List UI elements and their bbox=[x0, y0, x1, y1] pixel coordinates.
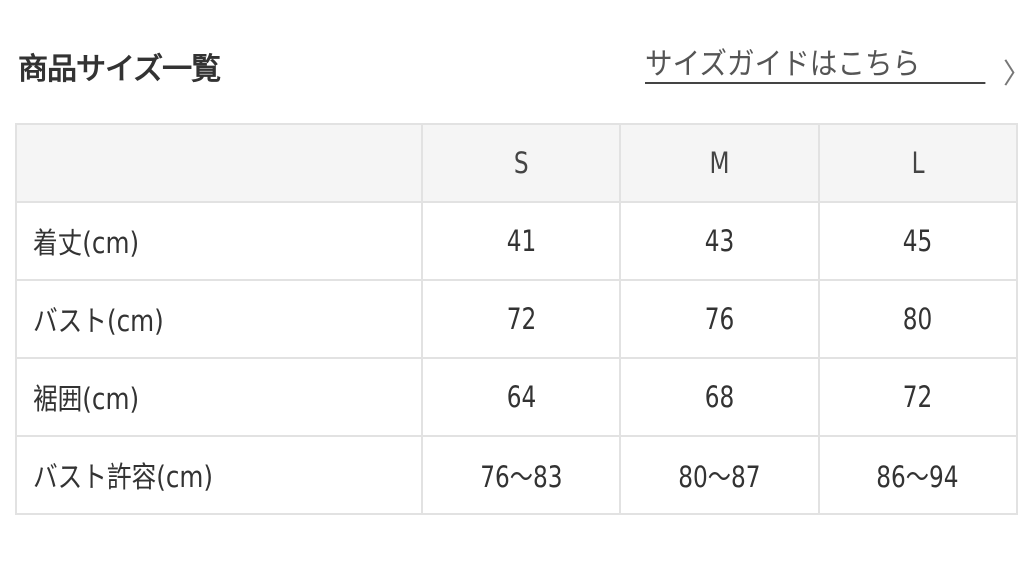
size-guide-label: サイズガイドはこちら bbox=[645, 48, 986, 84]
cell-m: 43 bbox=[619, 201, 820, 281]
header-cell-m: M bbox=[619, 123, 820, 203]
cell-m: 80〜87 bbox=[619, 435, 820, 515]
row-label: 裾囲(cm) bbox=[14, 357, 424, 437]
page-title: 商品サイズ一覧 bbox=[18, 52, 221, 87]
header-cell-s: S bbox=[421, 123, 622, 203]
cell-m: 76 bbox=[619, 279, 820, 359]
cell-l: 86〜94 bbox=[817, 435, 1019, 515]
row-label: 着丈(cm) bbox=[14, 201, 424, 281]
chevron-right-icon: 〉 bbox=[1003, 57, 1031, 90]
cell-l: 45 bbox=[817, 201, 1019, 281]
cell-s: 76〜83 bbox=[421, 435, 622, 515]
table-row: バスト(cm) 72 76 80 bbox=[14, 279, 1019, 359]
cell-s: 41 bbox=[421, 201, 622, 281]
cell-s: 72 bbox=[421, 279, 622, 359]
cell-s: 64 bbox=[421, 357, 622, 437]
header-cell-empty bbox=[14, 123, 424, 203]
cell-l: 72 bbox=[817, 357, 1019, 437]
table-header-row: S M L bbox=[14, 123, 1019, 203]
cell-l: 80 bbox=[817, 279, 1019, 359]
cell-m: 68 bbox=[619, 357, 820, 437]
table-row: バスト許容(cm) 76〜83 80〜87 86〜94 bbox=[14, 435, 1019, 515]
size-table: S M L 着丈(cm) 41 43 45 バスト(cm) 72 76 80 裾… bbox=[14, 123, 1019, 515]
size-guide-link[interactable]: サイズガイドはこちら 〉 bbox=[645, 48, 1031, 90]
table-row: 裾囲(cm) 64 68 72 bbox=[14, 357, 1019, 437]
row-label: バスト許容(cm) bbox=[14, 435, 424, 515]
row-label: バスト(cm) bbox=[14, 279, 424, 359]
header-cell-l: L bbox=[817, 123, 1019, 203]
table-row: 着丈(cm) 41 43 45 bbox=[14, 201, 1019, 281]
